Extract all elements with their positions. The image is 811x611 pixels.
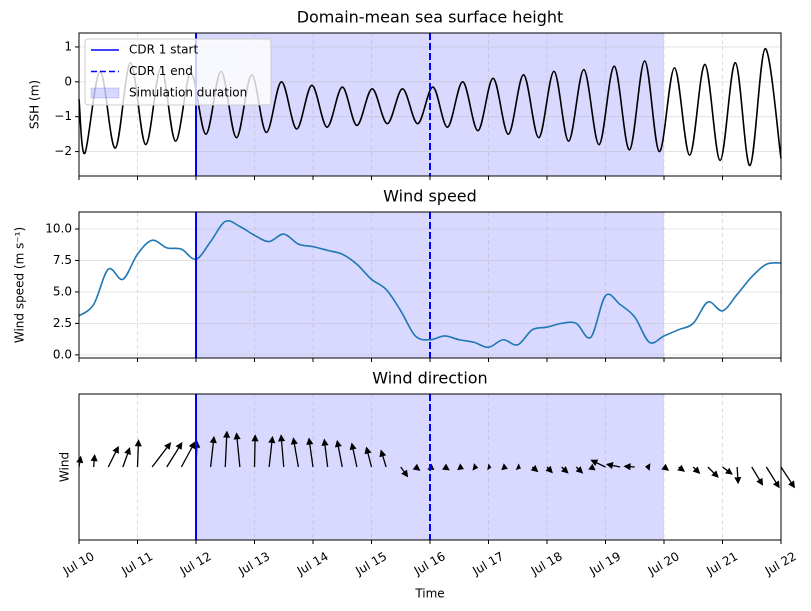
wind-arrow — [707, 466, 719, 478]
wind-arrow — [751, 466, 764, 486]
wind-arrow — [223, 430, 231, 468]
wind-arrow — [107, 445, 119, 468]
y-tick-label: −2 — [54, 144, 72, 158]
x-tick-label: Jul 20 — [645, 549, 682, 578]
legend-patch — [90, 87, 120, 99]
y-tick-label: 0 — [64, 74, 72, 88]
wind-arrow — [530, 464, 539, 473]
wind-arrow — [588, 463, 596, 471]
wind-arrow — [278, 434, 286, 468]
wind-arrow — [722, 466, 733, 475]
legend-label: CDR 1 start — [129, 43, 198, 57]
x-tick-label: Jul 12 — [177, 549, 214, 578]
wind-arrow — [645, 463, 651, 471]
panel-title: Wind speed — [383, 187, 477, 206]
wind-arrow — [134, 439, 142, 468]
wind-arrow — [349, 442, 358, 468]
x-tick-label: Jul 13 — [235, 549, 272, 578]
wind-arrow — [780, 466, 795, 489]
wind-arrow — [457, 463, 464, 471]
y-tick-label: 2.5 — [53, 316, 72, 330]
x-tick-label: Jul 15 — [352, 549, 389, 578]
wind-arrow — [605, 462, 621, 469]
wind-arrow — [442, 463, 450, 471]
wind-arrow — [545, 465, 553, 474]
wind-arrow — [290, 437, 300, 468]
data-line — [78, 47, 782, 167]
wind-arrow — [487, 463, 492, 471]
wind-arrow — [151, 442, 172, 468]
wind-arrow — [76, 455, 84, 468]
wind-arrow — [765, 466, 780, 489]
y-tick-label: 7.5 — [53, 253, 72, 267]
y-tick-label: −1 — [54, 109, 72, 123]
y-axis-label: Wind speed (m s⁻¹) — [13, 227, 27, 343]
y-axis-label: SSH (m) — [28, 80, 42, 129]
wind-arrow — [400, 466, 409, 478]
x-tick-label: Jul 14 — [294, 549, 331, 578]
wind-arrow — [501, 463, 508, 471]
wind-arrow — [251, 434, 259, 468]
wind-arrow — [561, 466, 569, 474]
wind-arrow — [472, 463, 479, 471]
wind-arrow — [233, 432, 241, 468]
wind-arrow — [334, 439, 343, 468]
panel-title: Wind direction — [372, 369, 487, 388]
wind-arrow — [692, 466, 701, 474]
wind-arrow — [268, 435, 276, 468]
x-axis-label: Time — [414, 587, 444, 601]
wind-arrow — [166, 442, 183, 468]
wind-arrow — [590, 459, 606, 468]
legend: CDR 1 start CDR 1 end Simulation duration — [84, 38, 272, 106]
wind-arrow — [90, 454, 98, 468]
x-tick-label: Jul 16 — [411, 549, 448, 578]
y-tick-label: 5.0 — [53, 284, 72, 298]
wind-arrow — [180, 441, 196, 468]
legend-box — [84, 38, 272, 106]
wind-arrow — [575, 466, 584, 474]
x-tick-label: Jul 10 — [60, 549, 97, 578]
wind-arrow — [321, 438, 329, 468]
wind-arrow — [122, 447, 131, 468]
legend-label: Simulation duration — [129, 86, 247, 100]
wind-arrow — [412, 463, 421, 471]
wind-arrow — [677, 464, 686, 472]
wind-arrow — [364, 446, 373, 468]
wind-arrow — [515, 463, 521, 471]
panel-title: Domain-mean sea surface height — [297, 8, 564, 27]
legend-label: CDR 1 end — [129, 64, 193, 78]
x-tick-label: Jul 11 — [118, 549, 155, 578]
wind-arrow — [379, 449, 387, 468]
wind-arrow — [209, 435, 217, 468]
x-tick-label: Jul 17 — [469, 549, 506, 578]
x-tick-label: Jul 19 — [586, 549, 623, 578]
x-tick-label: Jul 21 — [703, 549, 740, 578]
wind-arrow — [306, 437, 314, 468]
wind-arrow — [734, 466, 742, 485]
x-tick-label: Jul 22 — [762, 549, 799, 578]
y-tick-label: 10.0 — [45, 221, 72, 235]
y-tick-label: 0.0 — [53, 347, 72, 361]
wind-arrow — [623, 463, 635, 471]
x-tick-label: Jul 18 — [528, 549, 565, 578]
y-tick-label: 1 — [64, 39, 72, 53]
y-axis-label: Wind — [58, 452, 72, 482]
wind-arrow — [661, 463, 670, 471]
